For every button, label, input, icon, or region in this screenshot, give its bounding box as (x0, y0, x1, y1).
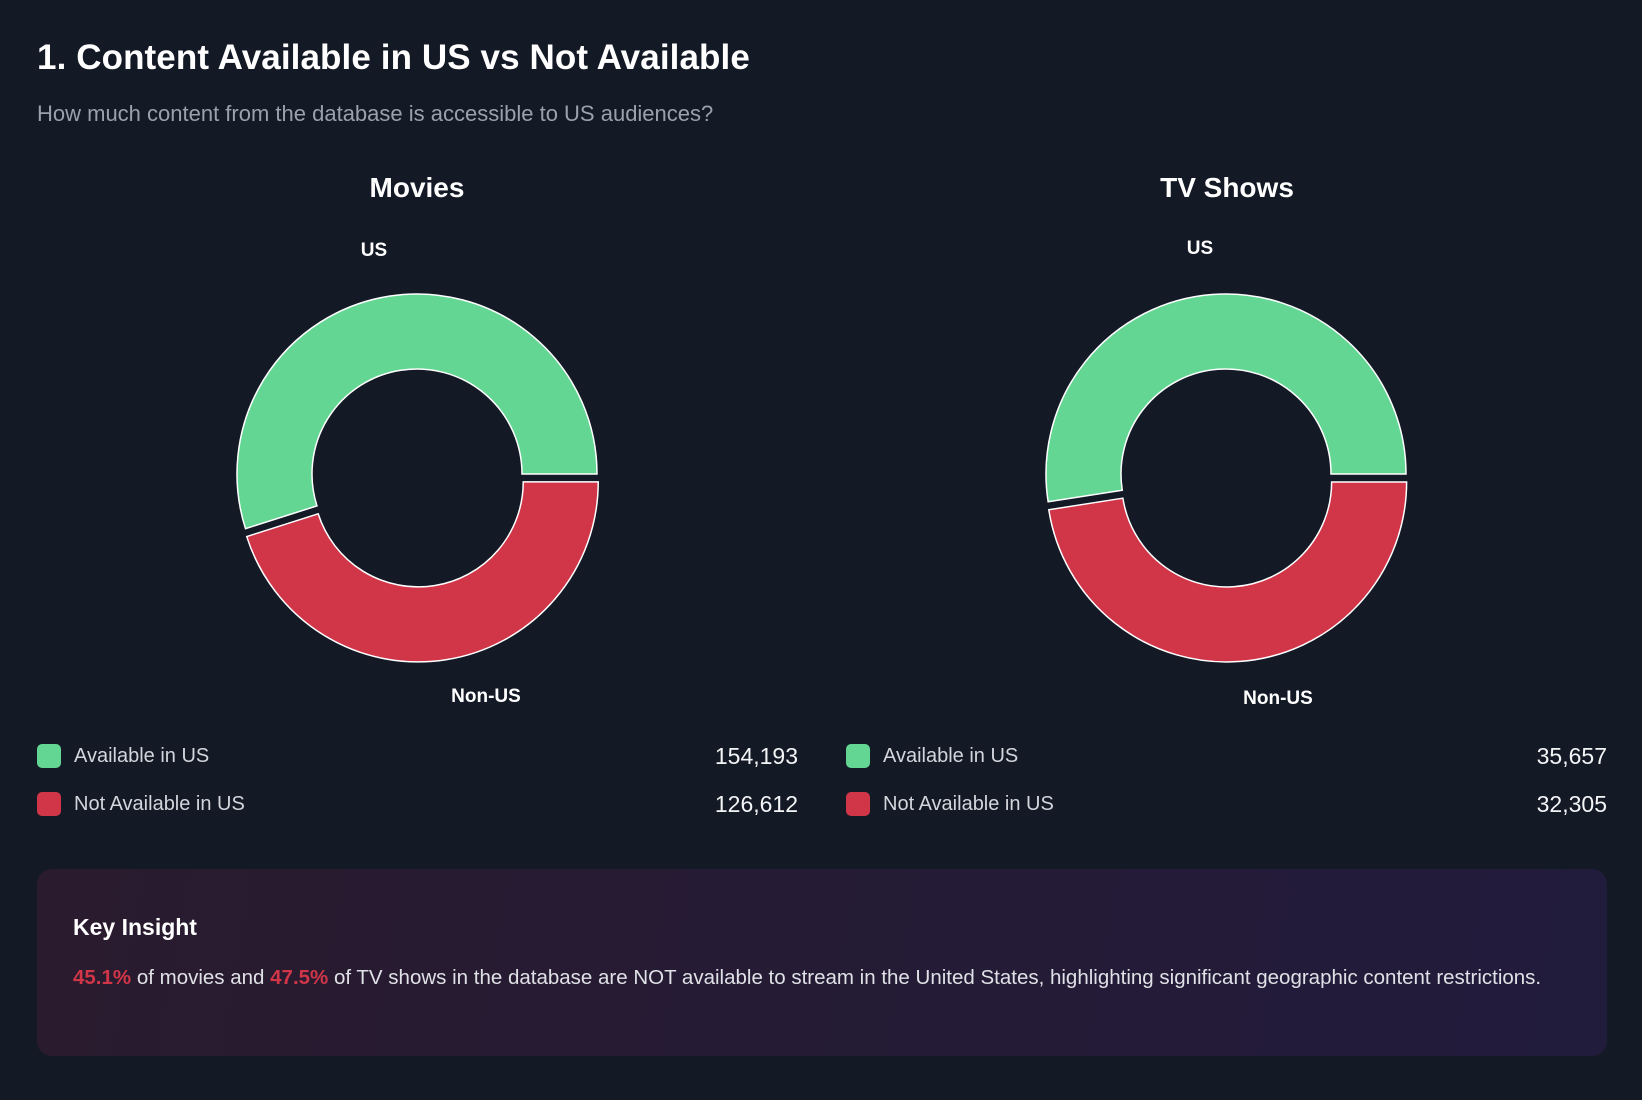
movies-non-us-slice[interactable] (245, 481, 599, 663)
movies-percent-highlight: 45.1% (73, 966, 132, 989)
movies-donut (236, 293, 599, 663)
movies-us-slice-label: US (360, 240, 388, 261)
insight-text-part: of movies and (131, 966, 271, 989)
movies-legend: Available in US 154,193 Not Available in… (37, 742, 798, 838)
green-swatch-icon (846, 744, 870, 768)
legend-item-available: Available in US 35,657 (846, 742, 1607, 770)
legend-value: 32,305 (1536, 790, 1607, 817)
insight-text-part: of TV shows in the database are NOT avai… (328, 966, 1542, 989)
key-insight-title: Key Insight (73, 914, 197, 940)
legend-label: Available in US (74, 744, 210, 767)
key-insight-text: 45.1% of movies and 47.5% of TV shows in… (73, 963, 1571, 993)
legend-item-not-available: Not Available in US 32,305 (846, 790, 1607, 818)
legend-label: Not Available in US (883, 792, 1054, 815)
tv-us-slice[interactable] (1045, 293, 1407, 503)
tv-donut (1045, 293, 1408, 663)
key-insight-card: Key Insight 45.1% of movies and 47.5% of… (37, 869, 1607, 1056)
legend-item-not-available: Not Available in US 126,612 (37, 790, 798, 818)
tv-non-us-slice[interactable] (1047, 481, 1408, 663)
legend-item-available: Available in US 154,193 (37, 742, 798, 770)
legend-value: 154,193 (714, 742, 798, 769)
tv-us-slice-label: US (1186, 238, 1214, 259)
movies-us-slice[interactable] (236, 293, 598, 530)
green-swatch-icon (37, 744, 61, 768)
movies-non-us-slice-label: Non-US (451, 686, 521, 707)
red-swatch-icon (37, 792, 61, 816)
legend-value: 126,612 (714, 790, 798, 817)
movies-chart-title: Movies (369, 172, 465, 203)
red-swatch-icon (846, 792, 870, 816)
legend-value: 35,657 (1536, 742, 1607, 769)
legend-label: Available in US (883, 744, 1019, 767)
legend-label: Not Available in US (74, 792, 245, 815)
page-title: 1. Content Available in US vs Not Availa… (37, 38, 750, 77)
tv-chart-title: TV Shows (1160, 172, 1294, 203)
donut-charts (236, 293, 1408, 663)
page-subtitle: How much content from the database is ac… (37, 101, 714, 126)
tv-percent-highlight: 47.5% (270, 966, 329, 989)
tv-non-us-slice-label: Non-US (1243, 688, 1313, 709)
tv-legend: Available in US 35,657 Not Available in … (846, 742, 1607, 838)
